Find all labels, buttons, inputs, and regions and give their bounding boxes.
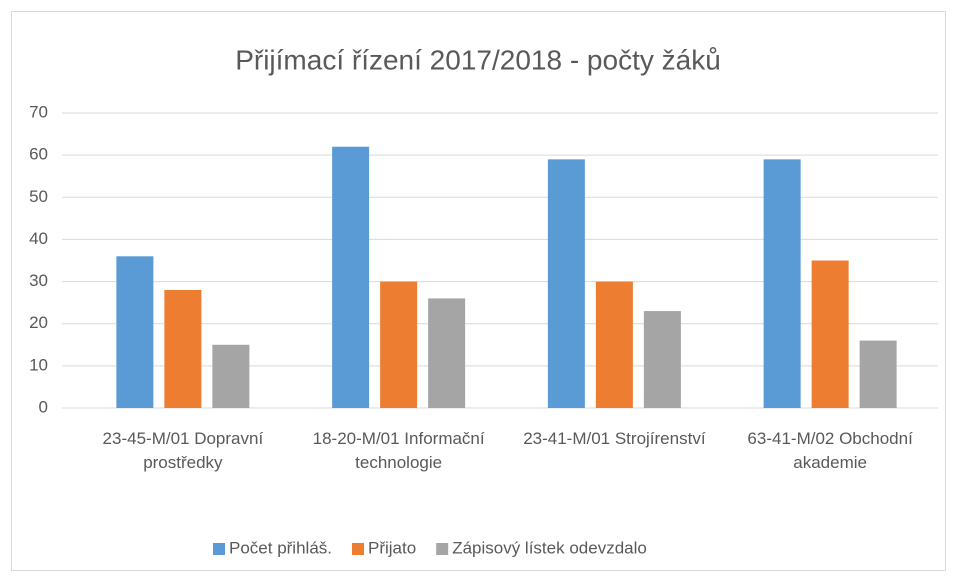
bar <box>212 344 250 408</box>
y-tick-label: 60 <box>29 145 48 164</box>
bar <box>164 290 202 408</box>
legend-swatch <box>213 543 225 555</box>
bar <box>859 340 897 408</box>
legend-swatch <box>352 543 364 555</box>
bar <box>763 159 801 408</box>
bar <box>332 146 370 408</box>
y-tick-label: 10 <box>29 355 48 374</box>
bar <box>547 159 585 408</box>
y-tick-label: 30 <box>29 271 48 290</box>
bar <box>811 260 849 408</box>
legend-label: Počet přihláš. <box>229 538 332 557</box>
chart-title: Přijímací řízení 2017/2018 - počty žáků <box>235 44 721 75</box>
legend-label: Přijato <box>368 538 416 557</box>
legend-swatch <box>436 543 449 555</box>
y-tick-label: 40 <box>29 229 48 248</box>
x-tick-label: 18-20-M/01 Informační technologie <box>312 429 485 472</box>
y-tick-label: 20 <box>29 313 48 332</box>
x-tick-label: 23-45-M/01 Dopravní prostředky <box>102 429 264 472</box>
legend-label: Zápisový lístek odevzdalo <box>452 538 647 557</box>
bar <box>116 256 154 408</box>
y-tick-label: 0 <box>39 397 48 416</box>
x-tick-label: 23-41-M/01 Strojírenství <box>523 429 706 448</box>
y-tick-label: 70 <box>29 102 48 121</box>
y-tick-label: 50 <box>29 187 48 206</box>
bar <box>643 311 681 408</box>
bar <box>595 281 633 408</box>
bar <box>380 281 418 408</box>
bar <box>428 298 466 408</box>
x-tick-label: 63-41-M/02 Obchodní akademie <box>747 429 913 472</box>
